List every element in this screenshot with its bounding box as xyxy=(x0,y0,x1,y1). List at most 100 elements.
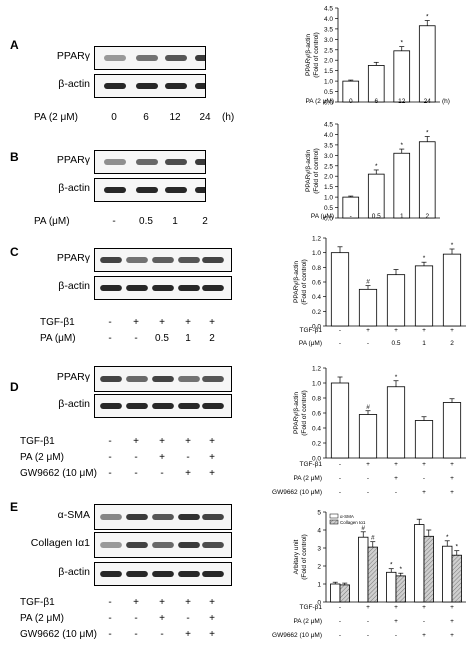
y-tick-label: 0.0 xyxy=(324,216,333,223)
blot-band xyxy=(104,159,126,165)
condition-value: + xyxy=(185,436,191,447)
blot-label: β-actin xyxy=(58,398,90,410)
x-row-label: TGF-β1 xyxy=(299,327,322,334)
blot-band xyxy=(152,514,174,520)
condition-label: TGF-β1 xyxy=(20,597,55,608)
bar xyxy=(386,386,406,459)
x-tick-label: + xyxy=(450,461,454,468)
blot-band xyxy=(178,542,200,548)
bar xyxy=(367,173,385,219)
blot-label: β-actin xyxy=(58,182,90,194)
condition-value: - xyxy=(134,452,138,463)
blot-band xyxy=(126,514,148,520)
x-row-label: GW9662 (10 μM) xyxy=(272,489,322,496)
y-tick-label: 3.5 xyxy=(324,142,333,149)
y-tick-label: 5 xyxy=(317,510,321,517)
x-tick-label: - xyxy=(367,632,369,639)
blot-band xyxy=(202,376,224,382)
y-axis-label: Arbitary unit(Fold of control) xyxy=(293,534,308,580)
legend-label: α-SMA xyxy=(340,514,354,519)
blot-label: β-actin xyxy=(58,280,90,292)
bar xyxy=(414,524,425,603)
y-tick-label: 2.0 xyxy=(324,174,333,181)
blot-band xyxy=(136,187,158,193)
y-tick-label: 4.0 xyxy=(324,16,333,23)
bar xyxy=(367,546,378,603)
bar xyxy=(330,252,350,327)
bar xyxy=(451,554,462,603)
blot-band xyxy=(202,403,224,409)
bar xyxy=(414,265,434,327)
blot-band xyxy=(104,83,126,89)
condition-value: 0.5 xyxy=(155,333,169,344)
condition-value: - xyxy=(108,597,112,608)
condition-value: - xyxy=(134,333,138,344)
blot-strip xyxy=(94,504,232,530)
x-tick-label: - xyxy=(395,489,397,496)
significance-mark: * xyxy=(395,374,398,381)
condition-value: - xyxy=(108,629,112,640)
x-row-label: PA (2 μM) xyxy=(293,475,322,482)
blot-strip xyxy=(94,276,232,300)
bar xyxy=(418,25,436,103)
condition-value: - xyxy=(108,333,112,344)
x-tick-label: 0.5 xyxy=(372,213,381,220)
condition-value: 6 xyxy=(143,112,149,123)
blot-band xyxy=(100,403,122,409)
x-tick-label: + xyxy=(394,618,398,625)
condition-label: TGF-β1 xyxy=(40,317,75,328)
blot-band xyxy=(165,159,187,165)
x-tick-label: 24 xyxy=(424,98,432,105)
blot-strip xyxy=(94,74,206,98)
condition-value: + xyxy=(209,317,215,328)
blot-label: Collagen Iα1 xyxy=(30,537,90,549)
bar xyxy=(442,253,462,327)
blot-label: PPARγ xyxy=(56,154,90,166)
y-tick-label: 3.5 xyxy=(324,26,333,33)
condition-value: - xyxy=(134,629,138,640)
blot-band xyxy=(202,542,224,548)
x-tick-label: 0.5 xyxy=(391,340,400,347)
x-tick-label: 2 xyxy=(450,340,454,347)
y-tick-label: 1.5 xyxy=(324,184,333,191)
y-axis-label: PPARγ/β-actin(Fold of control) xyxy=(293,390,308,436)
condition-value: - xyxy=(134,468,138,479)
condition-label: PA (2 μM) xyxy=(20,452,64,463)
x-tick-label: + xyxy=(450,604,454,611)
condition-label: PA (μM) xyxy=(40,333,76,344)
y-tick-label: 0.4 xyxy=(312,294,321,301)
blot-band xyxy=(100,376,122,382)
y-tick-label: 0 xyxy=(317,600,321,607)
condition-value: + xyxy=(209,452,215,463)
y-tick-label: 0.0 xyxy=(312,456,321,463)
y-tick-label: 0.5 xyxy=(324,89,333,96)
y-tick-label: 0.6 xyxy=(312,411,321,418)
condition-value: + xyxy=(185,468,191,479)
x-tick-label: + xyxy=(394,327,398,334)
condition-value: 2 xyxy=(202,216,208,227)
x-tick-label: + xyxy=(450,327,454,334)
significance-mark: * xyxy=(423,255,426,262)
blot-band xyxy=(152,285,174,291)
y-tick-label: 1.2 xyxy=(312,236,321,243)
condition-value: 2 xyxy=(209,333,215,344)
x-tick-label: + xyxy=(422,632,426,639)
condition-value: + xyxy=(185,317,191,328)
blot-band xyxy=(126,257,148,263)
significance-mark: * xyxy=(390,562,393,569)
significance-mark: # xyxy=(366,279,370,286)
blot-band xyxy=(202,514,224,520)
condition-value: + xyxy=(185,597,191,608)
y-tick-label: 2.5 xyxy=(324,47,333,54)
y-axis-label: PPARγ/β-actin(Fold of control) xyxy=(293,259,308,305)
legend-label: Collagen Iα1 xyxy=(340,520,366,525)
x-tick-label: - xyxy=(339,461,341,468)
condition-value: + xyxy=(185,629,191,640)
significance-mark: * xyxy=(426,130,429,137)
condition-value: - xyxy=(108,452,112,463)
y-tick-label: 0.0 xyxy=(312,324,321,331)
blot-label: β-actin xyxy=(58,566,90,578)
blot-band xyxy=(202,285,224,291)
condition-value: + xyxy=(133,436,139,447)
blot-band xyxy=(126,285,148,291)
